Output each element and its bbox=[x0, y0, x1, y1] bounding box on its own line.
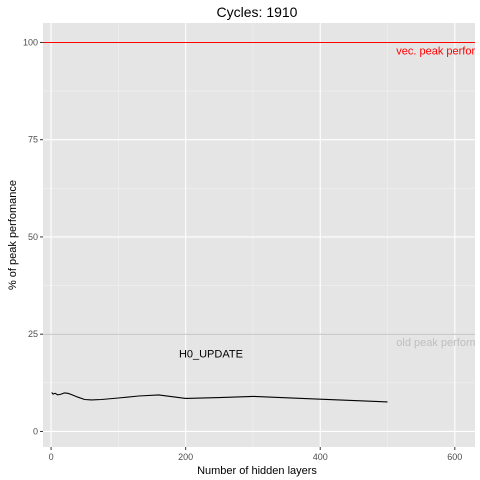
y-tick-label: 100 bbox=[23, 37, 38, 47]
y-tick-label: 50 bbox=[28, 232, 38, 242]
reference-line-label: vec. peak performance bbox=[396, 45, 480, 57]
series-line bbox=[51, 392, 388, 403]
x-tick-label: 200 bbox=[178, 452, 193, 462]
x-tick-label: 400 bbox=[313, 452, 328, 462]
minor-gridlines bbox=[43, 23, 475, 447]
y-tick-label: 25 bbox=[28, 329, 38, 339]
x-axis-ticks: 0 200 400 600 bbox=[49, 447, 462, 462]
plot-panel bbox=[43, 23, 475, 447]
y-axis-label: % of peak perfomance bbox=[7, 180, 19, 290]
x-tick-label: 600 bbox=[447, 452, 462, 462]
y-tick-label: 0 bbox=[33, 426, 38, 436]
reference-line-label: old peak performance bbox=[396, 337, 480, 349]
chart-title: Cycles: 1910 bbox=[217, 4, 298, 20]
x-tick-label: 0 bbox=[49, 452, 54, 462]
reference-lines: vec. peak performance old peak performanc… bbox=[43, 41, 480, 349]
data-series bbox=[51, 392, 388, 403]
y-tick-label: 75 bbox=[28, 135, 38, 145]
annotation-label: H0_UPDATE bbox=[179, 349, 243, 361]
x-axis-label: Number of hidden layers bbox=[197, 465, 317, 477]
y-axis-ticks: 0 25 50 75 100 bbox=[23, 37, 43, 436]
annotations: H0_UPDATE bbox=[179, 349, 243, 361]
